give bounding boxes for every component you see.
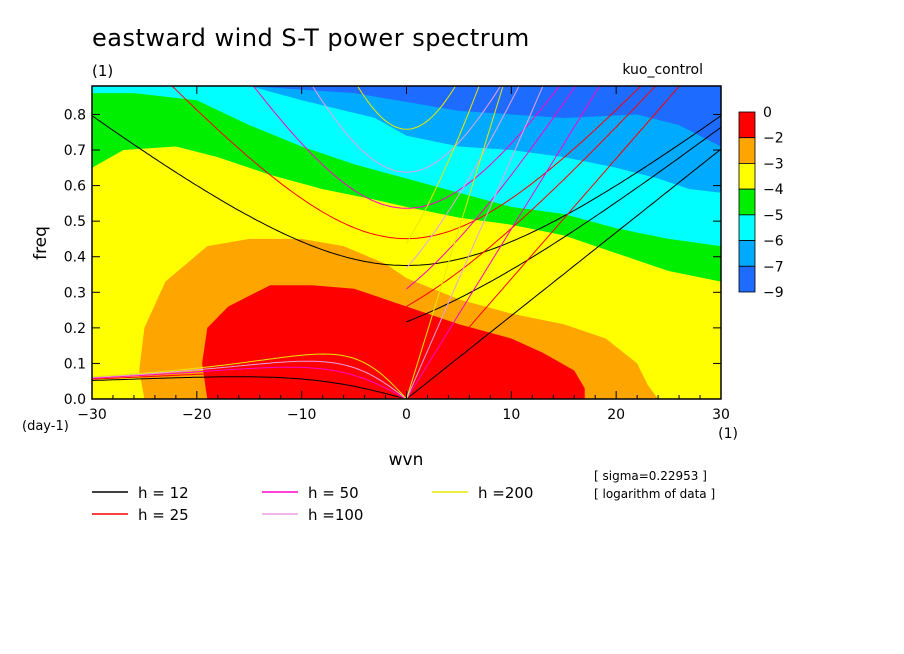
x-tick-label: −10 bbox=[287, 407, 317, 423]
curve-h100-inertia-gravity-n1 bbox=[311, 86, 502, 173]
colorbar-label: −5 bbox=[763, 208, 784, 224]
colorbar-label: 0 bbox=[763, 105, 772, 121]
curve-h25-kelvin bbox=[406, 86, 681, 399]
colorbar-label: −9 bbox=[763, 285, 784, 301]
curve-h100-mixed-rossby-gravity bbox=[406, 86, 520, 269]
curve-h50-mixed-rossby-gravity bbox=[406, 86, 577, 290]
curve-h100-kelvin bbox=[406, 86, 544, 399]
colorbar-swatch bbox=[738, 265, 756, 293]
x-tick-label: 0 bbox=[402, 407, 411, 423]
colorbar-label: −3 bbox=[763, 156, 784, 172]
curve-h200-kelvin bbox=[406, 86, 504, 399]
y-tick-label: 0.6 bbox=[64, 179, 86, 195]
colorbar-label: −4 bbox=[763, 182, 784, 198]
legend-label: h = 25 bbox=[138, 506, 189, 524]
y-tick-label: 0.0 bbox=[64, 392, 86, 408]
legend-label: h = 50 bbox=[308, 484, 359, 502]
chart-subtitle: (1) bbox=[92, 62, 113, 80]
curve-h12-inertia-gravity-n1 bbox=[92, 115, 721, 266]
colorbar-label: −6 bbox=[763, 234, 784, 250]
colorbar-swatch bbox=[738, 214, 756, 241]
sigma-note: [ sigma=0.22953 ] bbox=[594, 469, 707, 483]
x-tick-label: −30 bbox=[77, 407, 107, 423]
y-axis-label: freq bbox=[31, 226, 51, 260]
y-unit-label: (day-1) bbox=[22, 419, 69, 434]
y-tick-label: 0.5 bbox=[64, 214, 86, 230]
curve-h25-rossby-n1 bbox=[92, 371, 407, 399]
colorbar-swatch bbox=[738, 111, 756, 139]
legend-label: h =200 bbox=[478, 484, 533, 502]
colorbar-label: −2 bbox=[763, 131, 784, 147]
curve-h200-inertia-gravity-n1 bbox=[356, 86, 457, 130]
curve-h25-mixed-rossby-gravity bbox=[406, 86, 657, 307]
x-tick-label: 30 bbox=[712, 407, 730, 423]
colorbar-swatch bbox=[738, 240, 756, 267]
curve-h100-rossby-n1 bbox=[92, 360, 407, 399]
chart-title: eastward wind S-T power spectrum bbox=[92, 24, 530, 52]
curve-h50-inertia-gravity-n1 bbox=[252, 86, 561, 209]
legend-label: h = 12 bbox=[138, 484, 189, 502]
curve-h25-inertia-gravity-n1 bbox=[171, 86, 642, 240]
y-tick-label: 0.2 bbox=[64, 321, 86, 337]
curve-h200-rossby-n1 bbox=[92, 353, 407, 399]
plot-area: −30 −20 −10 0 10 20 30 0.0 0.1 0.2 0.3 0.4 0.5 0.6 0.7… bbox=[64, 85, 730, 423]
curve-h50-kelvin bbox=[406, 86, 601, 399]
band-0-to-minus-2 bbox=[202, 285, 585, 399]
curve-h50-rossby-n1 bbox=[92, 366, 407, 399]
curve-h12-kelvin bbox=[406, 148, 721, 399]
y-tick-label: 0.4 bbox=[64, 250, 86, 266]
x-tick-label: 20 bbox=[607, 407, 625, 423]
y-tick-label: 0.8 bbox=[64, 107, 86, 123]
colorbar: 0 −2 −3 −4 −5 −6 −7 −9 bbox=[738, 105, 784, 301]
x-unit-label: (1) bbox=[718, 426, 738, 442]
colorbar-swatch bbox=[738, 188, 756, 216]
curve-h12-mixed-rossby-gravity bbox=[406, 126, 721, 323]
legend-label: h =100 bbox=[308, 506, 363, 524]
colorbar-swatch bbox=[738, 163, 756, 190]
curve-h200-mixed-rossby-gravity bbox=[406, 86, 480, 244]
x-tick-label: 10 bbox=[502, 407, 520, 423]
y-tick-label: 0.7 bbox=[64, 143, 86, 159]
colorbar-swatch bbox=[738, 137, 756, 164]
x-axis-label: wvn bbox=[389, 450, 424, 470]
x-tick-label: −20 bbox=[182, 407, 212, 423]
y-tick-label: 0.3 bbox=[64, 285, 86, 301]
colorbar-label: −7 bbox=[763, 259, 784, 275]
curve-legend: h = 12 h = 25 h = 50 h =100 h =200 bbox=[92, 484, 533, 524]
curve-h12-rossby-n1 bbox=[92, 376, 407, 399]
y-tick-label: 0.1 bbox=[64, 356, 86, 372]
log-note: [ logarithm of data ] bbox=[594, 487, 715, 501]
run-label: kuo_control bbox=[622, 62, 703, 78]
